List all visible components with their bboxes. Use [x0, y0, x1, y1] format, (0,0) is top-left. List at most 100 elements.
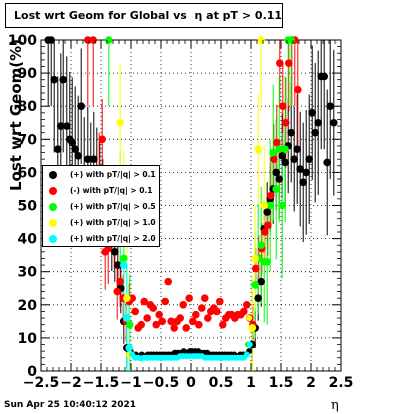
y-tick-label: 70	[18, 132, 38, 148]
data-point	[252, 264, 260, 273]
timestamp: Sun Apr 25 10:40:12 2021	[4, 400, 137, 410]
data-points	[44, 36, 338, 362]
data-point	[57, 122, 65, 130]
data-point	[257, 277, 266, 286]
data-point	[50, 75, 58, 84]
data-point	[257, 36, 266, 44]
data-point	[311, 128, 320, 137]
data-point	[167, 317, 175, 326]
data-point	[84, 36, 92, 44]
data-point	[125, 344, 133, 352]
data-point	[273, 138, 281, 147]
data-point	[204, 314, 212, 322]
data-point	[158, 317, 166, 326]
data-point	[116, 118, 124, 127]
data-point	[246, 341, 253, 348]
data-point	[198, 304, 206, 312]
data-point	[275, 145, 284, 154]
data-point	[263, 257, 272, 266]
data-point	[185, 294, 193, 302]
data-point	[128, 294, 136, 302]
data-point	[219, 320, 227, 329]
data-point	[123, 314, 131, 322]
y-tick-label: 90	[18, 66, 38, 82]
x-tick-label: 2	[306, 375, 316, 391]
data-point	[299, 178, 308, 187]
chart-title: Lost wrt Geom for Global vs η at pT > 0.…	[5, 3, 283, 28]
legend-marker-3	[49, 219, 57, 227]
data-point	[137, 320, 145, 329]
data-point	[269, 148, 278, 157]
legend-entry-1: (-) with pT/|q| > 0.1	[43, 183, 161, 199]
data-point	[54, 145, 62, 154]
data-point	[74, 152, 82, 160]
y-tick-label: 30	[18, 265, 38, 281]
data-point	[192, 310, 200, 319]
data-point	[152, 320, 160, 329]
data-point	[243, 301, 251, 309]
data-point	[278, 201, 287, 210]
data-point	[243, 351, 250, 358]
data-point	[201, 294, 209, 302]
y-tick-label: 60	[18, 165, 38, 181]
data-point	[68, 138, 76, 147]
legend-entry-4: (+) with pT/|q| > 2.0	[43, 231, 161, 247]
legend-marker-0	[49, 171, 57, 179]
legend-label-3: (+) with pT/|q| > 1.0	[70, 218, 156, 227]
data-point	[161, 297, 169, 306]
y-tick-label: 0	[27, 364, 37, 380]
data-point	[272, 168, 281, 177]
data-point	[281, 158, 290, 167]
data-point	[240, 307, 248, 316]
data-point	[195, 320, 203, 329]
data-point	[140, 297, 148, 306]
data-point	[120, 254, 128, 263]
data-point	[260, 201, 269, 210]
x-tick-label: 2.5	[329, 375, 354, 391]
data-point	[266, 201, 275, 210]
data-point	[323, 158, 332, 167]
data-point	[89, 36, 97, 44]
data-point	[294, 85, 302, 94]
data-point	[120, 261, 128, 269]
data-point	[263, 208, 272, 216]
data-point	[251, 254, 259, 263]
y-tick-label: 40	[18, 232, 38, 248]
title-suffix: at pT > 0.11	[206, 9, 283, 22]
data-point	[98, 135, 106, 144]
data-point	[270, 155, 278, 163]
data-point	[113, 287, 121, 296]
data-point	[282, 118, 290, 127]
legend-entry-3: (+) with pT/|q| > 1.0	[43, 215, 161, 231]
data-point	[275, 175, 284, 183]
legend-entry-0: (+) with pT/|q| > 0.1	[43, 167, 161, 183]
data-point	[123, 294, 131, 302]
data-point	[126, 320, 134, 329]
data-point	[264, 221, 272, 230]
x-tick-label: 1	[246, 375, 256, 391]
legend-label-0: (+) with pT/|q| > 0.1	[70, 170, 156, 179]
data-point	[285, 59, 293, 67]
y-axis-label: Lost wrt Geom(%)	[7, 39, 25, 191]
legend-marker-4	[49, 235, 57, 243]
data-point	[114, 261, 122, 269]
x-tick-label: 1.5	[269, 375, 294, 391]
x-tick-label: −1.5	[83, 375, 120, 391]
data-point	[179, 301, 187, 309]
legend: (+) with pT/|q| > 0.1 (-) with pT/|q| > …	[42, 165, 160, 247]
data-point	[131, 307, 139, 316]
data-point	[105, 36, 113, 44]
title-prefix: Lost wrt Geom for Global vs	[14, 9, 187, 22]
data-point	[278, 152, 287, 160]
legend-label-4: (+) with pT/|q| > 2.0	[70, 234, 156, 243]
data-point	[116, 277, 124, 286]
data-point	[182, 324, 190, 332]
y-tick-label: 100	[8, 33, 37, 49]
data-point	[276, 59, 284, 67]
legend-marker-1	[49, 187, 57, 195]
x-tick-label: 0	[186, 375, 196, 391]
data-point	[90, 155, 98, 163]
data-point	[251, 281, 259, 289]
axes: −2.5 −2 −1.5 −1 −0.5 0 0.5 1 1.5 2 2.5 0 10 20 30 40 50 6…	[8, 33, 354, 391]
data-point	[63, 122, 71, 130]
